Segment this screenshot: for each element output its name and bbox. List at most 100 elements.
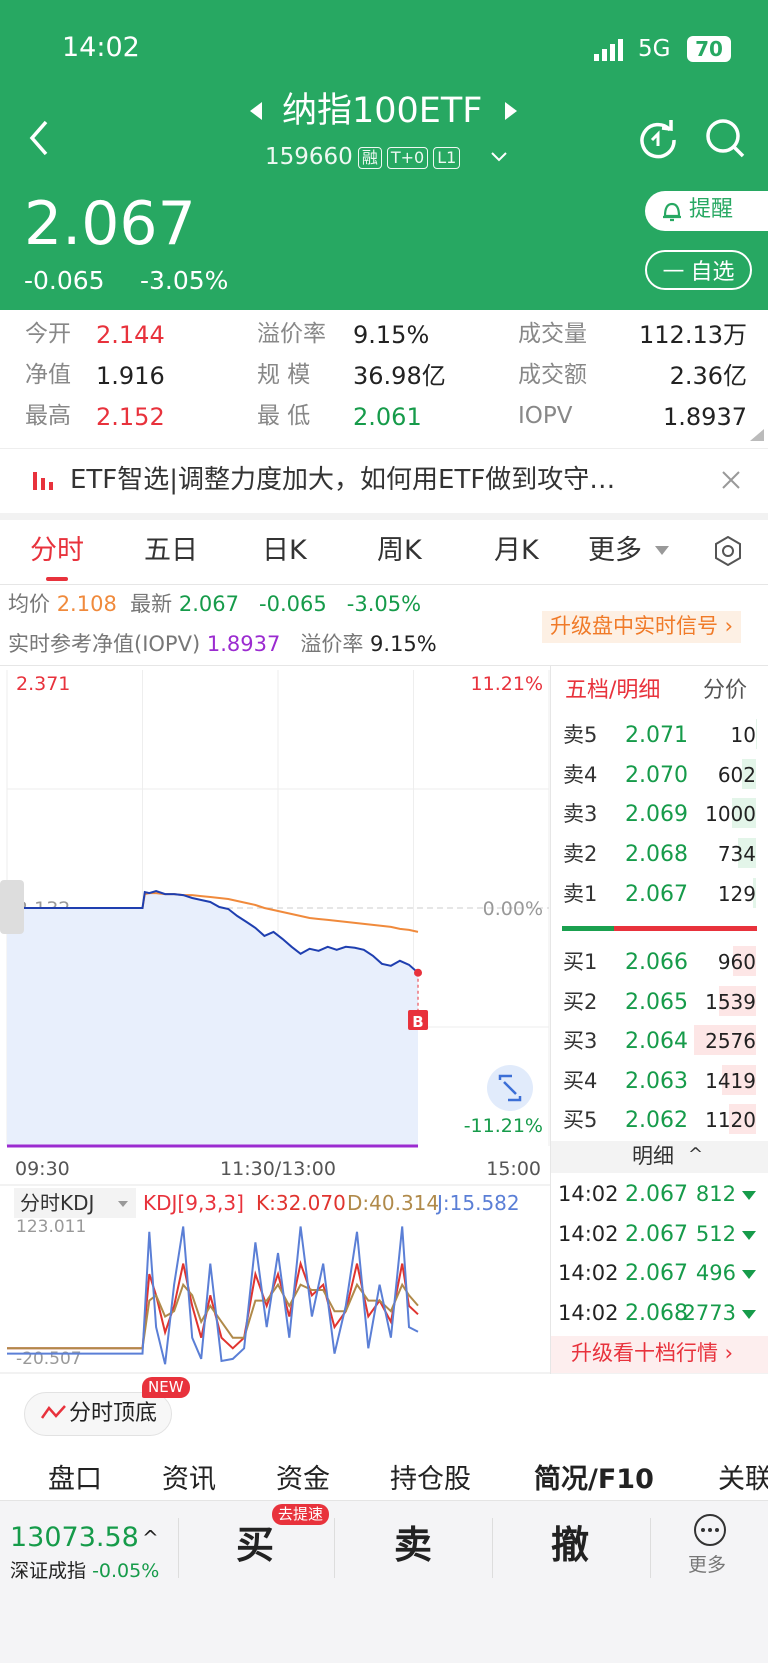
bottom-tab[interactable]: 资金 <box>276 1464 330 1495</box>
back-button[interactable] <box>26 118 52 158</box>
level-price: 2.067 <box>625 881 688 907</box>
level-label: 卖3 <box>563 802 598 827</box>
index-row: 深证成指 -0.05% <box>10 1562 159 1581</box>
indicator-name: 分时KDJ <box>20 1191 94 1215</box>
bottom-tab[interactable]: 资讯 <box>162 1464 216 1495</box>
separator <box>0 513 768 520</box>
trade-price: 2.068 <box>625 1300 688 1326</box>
bottom-tab[interactable]: 关联 <box>718 1464 768 1495</box>
bar-divider <box>492 1518 493 1578</box>
feature-label: 分时顶底 <box>69 1401 158 1426</box>
badge: 融 <box>357 146 382 169</box>
bottom-tab[interactable]: 简况/F10 <box>534 1464 654 1495</box>
y-tick-label: 2.371 <box>16 673 70 695</box>
ratio-red <box>614 926 757 931</box>
volume-bar <box>752 877 756 908</box>
status-time: 14:02 <box>62 32 140 63</box>
volume-bar <box>732 946 756 976</box>
stats-change: -0.065 <box>259 592 327 616</box>
search-icon[interactable] <box>703 116 747 160</box>
watch-button[interactable]: — 自选 <box>645 250 752 290</box>
quote-value: 1.916 <box>96 362 165 390</box>
banner[interactable] <box>0 448 768 512</box>
avg-value: 2.108 <box>56 592 117 616</box>
bar-divider <box>334 1518 335 1578</box>
tab-indicator <box>46 577 68 581</box>
level-label: 买5 <box>563 1108 598 1133</box>
feature-button[interactable]: 分时顶底 <box>24 1392 173 1436</box>
level-volume: 129 <box>717 881 756 906</box>
level-price: 2.068 <box>625 842 688 868</box>
next-arrow[interactable] <box>503 100 519 122</box>
level-price: 2.070 <box>625 762 688 788</box>
trade-arrow <box>742 1230 756 1240</box>
change-pct: -3.05% <box>140 266 229 295</box>
feature-icon <box>40 1405 66 1419</box>
banner-close[interactable] <box>720 469 742 491</box>
iopv-label: 实时参考净值(IOPV) <box>8 632 201 656</box>
chart-tab[interactable]: 周K <box>377 535 422 566</box>
level-volume: 960 <box>717 950 756 974</box>
x-tick-label: 11:30/13:00 <box>220 1158 336 1180</box>
quote-label: 成交量 <box>518 321 587 347</box>
chart-tab[interactable]: 月K <box>494 535 539 566</box>
chart-tab[interactable]: 更多 <box>588 535 642 566</box>
signal-button[interactable]: 升级盘中实时信号 › <box>542 611 742 643</box>
signal-label: 升级盘中实时信号 <box>550 614 718 638</box>
chart-tab[interactable]: 五日 <box>144 535 198 566</box>
trade-arrow <box>742 1191 756 1200</box>
buy-button[interactable]: 买 <box>236 1523 275 1567</box>
level-volume: 1000 <box>705 802 756 827</box>
bottom-tab[interactable]: 持仓股 <box>390 1464 471 1495</box>
volume-bar <box>694 1025 756 1056</box>
volume-bar <box>729 1104 756 1135</box>
upgrade-button[interactable]: 升级看十档行情 › <box>551 1336 768 1373</box>
book-tab[interactable]: 分价 <box>703 678 748 703</box>
book-title: 五档/明细 <box>565 678 661 703</box>
index-pct: -0.05% <box>92 1560 160 1582</box>
sell-button[interactable]: 卖 <box>394 1523 433 1567</box>
quote-value: 9.15% <box>353 321 430 349</box>
quote-value: 2.36亿 <box>669 362 747 390</box>
divider <box>0 665 768 666</box>
cancel-button[interactable]: 撤 <box>551 1523 590 1567</box>
volume-bar <box>738 838 756 869</box>
level-price: 2.066 <box>625 950 688 975</box>
buy-badge: 去提速 <box>272 1504 330 1525</box>
quote-label: 最高 <box>25 403 71 429</box>
code-row: 159660 融 T+0 L1 <box>265 144 461 170</box>
dropdown[interactable] <box>490 150 508 164</box>
settings-icon[interactable] <box>713 536 743 566</box>
y-tick-label: -20.507 <box>16 1349 82 1369</box>
chart-tab[interactable]: 分时 <box>30 535 84 566</box>
level-label: 卖5 <box>563 723 598 747</box>
badge: L1 <box>433 146 461 169</box>
divider <box>550 666 551 1374</box>
refresh-icon[interactable] <box>636 116 680 160</box>
kdj-line <box>7 1226 419 1365</box>
volume-bar <box>721 1064 756 1095</box>
bottom-tab[interactable]: 盘口 <box>48 1464 102 1495</box>
watch-label: 自选 <box>690 260 735 285</box>
x-tick-label: 15:00 <box>486 1158 541 1180</box>
change: -0.065 <box>24 266 105 295</box>
y-tick-label: 123.011 <box>16 1217 86 1237</box>
more-icon[interactable] <box>692 1512 728 1548</box>
indicator-caret <box>118 1201 128 1207</box>
ratio-green <box>562 926 614 931</box>
level-volume: 1539 <box>705 989 756 1014</box>
chart-tab[interactable]: 日K <box>262 535 307 566</box>
trade-time: 14:02 <box>558 1261 619 1285</box>
level-price: 2.064 <box>625 1029 688 1055</box>
level-label: 卖4 <box>563 762 598 787</box>
legend-entry: J:15.582 <box>435 1191 520 1215</box>
corner <box>750 429 764 441</box>
signal-icon <box>594 39 623 61</box>
level-label: 卖2 <box>563 842 598 867</box>
quote-label: 最 低 <box>257 403 311 429</box>
stock-code: 159660 <box>265 144 353 170</box>
detail-title[interactable]: 明细 <box>632 1144 674 1168</box>
volume-bar <box>731 798 756 829</box>
level-price: 2.069 <box>625 802 688 828</box>
prev-arrow[interactable] <box>248 100 264 122</box>
